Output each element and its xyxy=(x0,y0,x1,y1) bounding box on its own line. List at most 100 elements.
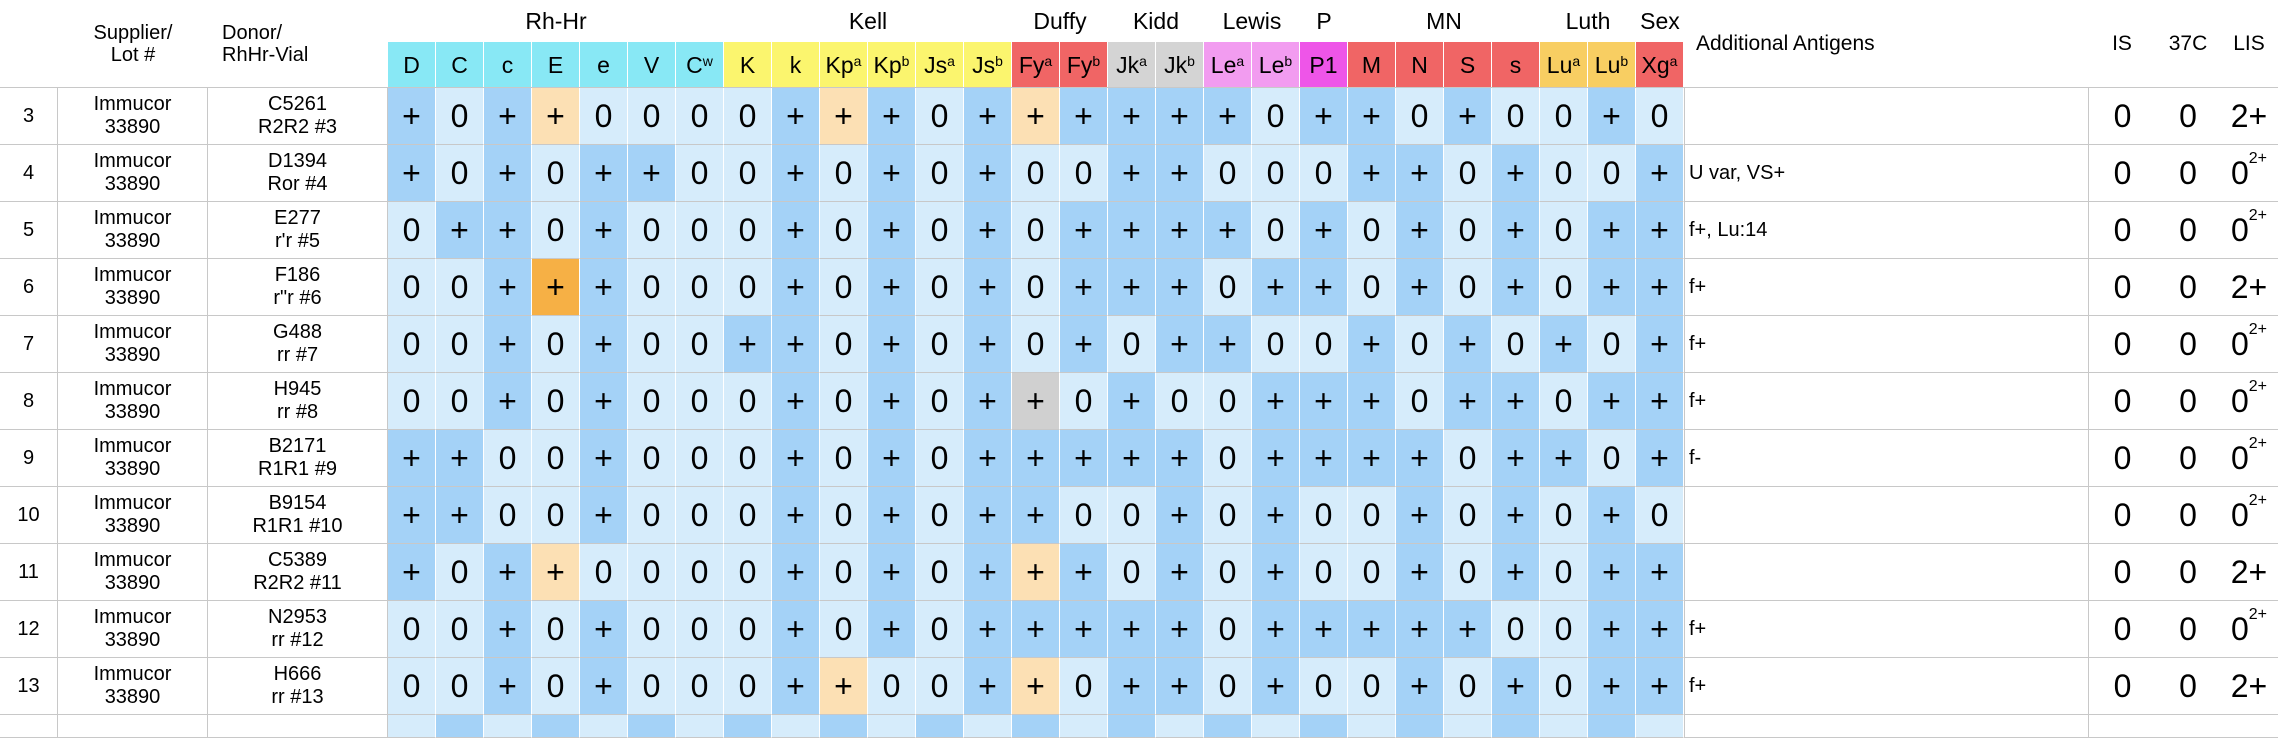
antigen-value-cell[interactable]: 0 xyxy=(1252,88,1300,145)
antigen-value-cell[interactable]: + xyxy=(1156,430,1204,487)
antigen-value-cell[interactable] xyxy=(724,715,772,738)
antigen-value-cell[interactable]: + xyxy=(1156,544,1204,601)
antigen-value-cell[interactable] xyxy=(1492,715,1540,738)
antigen-value-cell[interactable]: + xyxy=(1588,88,1636,145)
antigen-value-cell[interactable]: + xyxy=(1204,316,1252,373)
antigen-value-cell[interactable]: 0 xyxy=(1300,544,1348,601)
antigen-value-cell[interactable]: 0 xyxy=(1396,88,1444,145)
result-c37-cell[interactable]: 0 xyxy=(2156,145,2220,202)
antigen-value-cell[interactable]: + xyxy=(1012,373,1060,430)
antigen-value-cell[interactable]: 0 xyxy=(724,601,772,658)
antigen-value-cell[interactable]: + xyxy=(1300,373,1348,430)
antigen-value-cell[interactable]: + xyxy=(1108,658,1156,715)
antigen-value-cell[interactable] xyxy=(1300,715,1348,738)
antigen-value-cell[interactable]: 0 xyxy=(1060,487,1108,544)
antigen-value-cell[interactable]: + xyxy=(1636,202,1684,259)
antigen-value-cell[interactable]: + xyxy=(580,316,628,373)
antigen-value-cell[interactable]: 0 xyxy=(388,316,436,373)
result-is-cell[interactable]: 0 xyxy=(2088,430,2156,487)
antigen-value-cell[interactable]: 0 xyxy=(1252,316,1300,373)
antigen-value-cell[interactable]: + xyxy=(1252,544,1300,601)
antigen-value-cell[interactable]: 0 xyxy=(1060,145,1108,202)
antigen-header-v[interactable]: V xyxy=(628,42,676,88)
antigen-value-cell[interactable]: 0 xyxy=(628,316,676,373)
antigen-value-cell[interactable]: 0 xyxy=(1204,373,1252,430)
antigen-value-cell[interactable]: + xyxy=(1588,202,1636,259)
antigen-value-cell[interactable]: 0 xyxy=(724,658,772,715)
antigen-header-leb[interactable]: Le b xyxy=(1252,42,1300,88)
antigen-header-jkb[interactable]: Jk b xyxy=(1156,42,1204,88)
antigen-header-m[interactable]: M xyxy=(1348,42,1396,88)
antigen-value-cell[interactable]: 0 xyxy=(820,316,868,373)
antigen-value-cell[interactable] xyxy=(1636,715,1684,738)
antigen-header-k[interactable]: k xyxy=(772,42,820,88)
antigen-value-cell[interactable]: 0 xyxy=(1540,601,1588,658)
antigen-value-cell[interactable]: + xyxy=(772,430,820,487)
antigen-value-cell[interactable]: 0 xyxy=(724,487,772,544)
antigen-value-cell[interactable]: 0 xyxy=(388,601,436,658)
antigen-value-cell[interactable]: + xyxy=(1636,145,1684,202)
antigen-value-cell[interactable]: + xyxy=(1348,145,1396,202)
antigen-value-cell[interactable]: + xyxy=(964,487,1012,544)
antigen-value-cell[interactable]: + xyxy=(1156,259,1204,316)
antigen-value-cell[interactable]: 0 xyxy=(1204,259,1252,316)
antigen-value-cell[interactable]: 0 xyxy=(1540,88,1588,145)
antigen-value-cell[interactable]: 0 xyxy=(676,259,724,316)
antigen-value-cell[interactable]: + xyxy=(484,88,532,145)
antigen-value-cell[interactable]: 0 xyxy=(916,373,964,430)
antigen-value-cell[interactable] xyxy=(628,715,676,738)
antigen-value-cell[interactable]: + xyxy=(1588,259,1636,316)
antigen-value-cell[interactable]: 0 xyxy=(1012,316,1060,373)
additional-antigens-cell[interactable]: f+ xyxy=(1684,373,2088,430)
antigen-value-cell[interactable]: + xyxy=(484,601,532,658)
antigen-value-cell[interactable] xyxy=(1540,715,1588,738)
antigen-value-cell[interactable]: 0 xyxy=(532,487,580,544)
antigen-value-cell[interactable]: 0 xyxy=(1204,145,1252,202)
antigen-value-cell[interactable]: 0 xyxy=(916,145,964,202)
antigen-value-cell[interactable]: 0 xyxy=(1300,145,1348,202)
antigen-value-cell[interactable]: + xyxy=(484,259,532,316)
antigen-value-cell[interactable]: + xyxy=(1012,430,1060,487)
antigen-value-cell[interactable]: + xyxy=(1636,601,1684,658)
result-lis-cell[interactable]: 2+ xyxy=(2220,658,2278,715)
result-c37-cell[interactable]: 0 xyxy=(2156,430,2220,487)
antigen-value-cell[interactable]: 0 xyxy=(1588,145,1636,202)
row-number-cell[interactable] xyxy=(0,715,58,738)
antigen-value-cell[interactable]: + xyxy=(1444,316,1492,373)
antigen-value-cell[interactable]: + xyxy=(1396,145,1444,202)
antigen-value-cell[interactable]: + xyxy=(1108,430,1156,487)
supplier-lot-cell[interactable]: Immucor 33890 xyxy=(58,202,208,259)
antigen-value-cell[interactable]: 0 xyxy=(484,487,532,544)
antigen-value-cell[interactable] xyxy=(1396,715,1444,738)
antigen-value-cell[interactable]: 0 xyxy=(1540,487,1588,544)
supplier-lot-cell[interactable]: Immucor 33890 xyxy=(58,544,208,601)
additional-antigens-cell[interactable]: f- xyxy=(1684,430,2088,487)
antigen-header-jsa[interactable]: Js a xyxy=(916,42,964,88)
antigen-value-cell[interactable]: 0 xyxy=(1108,487,1156,544)
result-c37-cell[interactable]: 0 xyxy=(2156,88,2220,145)
antigen-value-cell[interactable]: 0 xyxy=(1156,373,1204,430)
antigen-value-cell[interactable]: + xyxy=(868,88,916,145)
antigen-value-cell[interactable]: + xyxy=(1300,430,1348,487)
antigen-value-cell[interactable] xyxy=(580,715,628,738)
row-number-cell[interactable]: 6 xyxy=(0,259,58,316)
antigen-value-cell[interactable]: 0 xyxy=(916,259,964,316)
antigen-value-cell[interactable]: + xyxy=(964,259,1012,316)
antigen-value-cell[interactable]: + xyxy=(1636,658,1684,715)
antigen-value-cell[interactable]: + xyxy=(580,601,628,658)
antigen-value-cell[interactable]: 0 xyxy=(436,88,484,145)
antigen-value-cell[interactable] xyxy=(1348,715,1396,738)
antigen-header-jka[interactable]: Jk a xyxy=(1108,42,1156,88)
row-number-cell[interactable]: 8 xyxy=(0,373,58,430)
antigen-value-cell[interactable]: 0 xyxy=(820,544,868,601)
result-lis-cell[interactable]: 0 2+ xyxy=(2220,202,2278,259)
antigen-value-cell[interactable]: + xyxy=(964,658,1012,715)
antigen-header-jsb[interactable]: Js b xyxy=(964,42,1012,88)
antigen-value-cell[interactable]: 0 xyxy=(1060,658,1108,715)
antigen-value-cell[interactable] xyxy=(388,715,436,738)
supplier-lot-cell[interactable]: Immucor 33890 xyxy=(58,259,208,316)
antigen-value-cell[interactable]: 0 xyxy=(1444,487,1492,544)
antigen-value-cell[interactable]: + xyxy=(772,373,820,430)
antigen-value-cell[interactable]: + xyxy=(1012,544,1060,601)
antigen-value-cell[interactable]: + xyxy=(964,88,1012,145)
